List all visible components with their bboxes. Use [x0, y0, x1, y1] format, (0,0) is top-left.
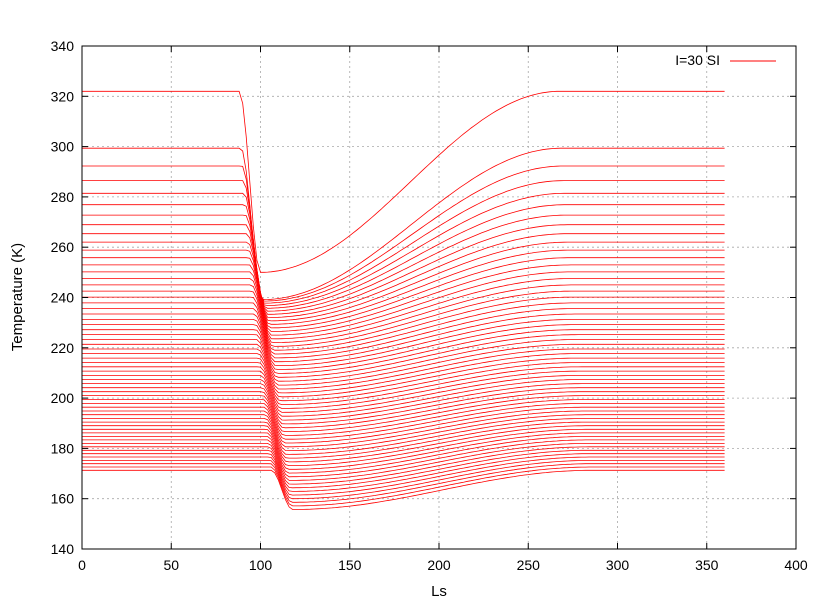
- x-tick-label: 50: [163, 557, 179, 573]
- x-tick-label: 300: [606, 557, 630, 573]
- temperature-curve: [82, 391, 725, 429]
- y-tick-label: 160: [51, 491, 75, 507]
- temperature-curve: [82, 339, 725, 382]
- temperature-curve: [82, 362, 725, 402]
- temperature-curve: [82, 204, 725, 309]
- temperature-curve: [82, 348, 725, 390]
- temperature-curve: [82, 284, 725, 344]
- temperature-curve: [82, 249, 725, 325]
- temperature-curve: [82, 257, 725, 329]
- temperature-curve: [82, 233, 725, 318]
- temperature-curve: [82, 241, 725, 322]
- temperature-curve: [82, 334, 725, 378]
- legend-label: I=30 SI: [675, 52, 720, 68]
- x-tick-label: 250: [517, 557, 541, 573]
- temperature-curve: [82, 214, 725, 312]
- temperature-curve: [82, 147, 725, 301]
- temperature-curve: [82, 313, 725, 363]
- y-tick-label: 200: [51, 390, 75, 406]
- temperature-curve: [82, 446, 725, 485]
- y-tick-label: 320: [51, 88, 75, 104]
- temperature-curve: [82, 329, 725, 374]
- y-tick-label: 240: [51, 290, 75, 306]
- temperature-curve: [82, 165, 725, 302]
- temperature-curve: [82, 410, 725, 448]
- temperature-curve: [82, 353, 725, 394]
- temperature-curve: [82, 180, 725, 304]
- temperature-curve: [82, 435, 725, 474]
- temperature-curve: [82, 357, 725, 398]
- temperature-curve: [82, 466, 725, 507]
- temperature-curve: [82, 414, 725, 452]
- y-tick-label: 340: [51, 38, 75, 54]
- y-tick-label: 140: [51, 541, 75, 557]
- temperature-curve: [82, 469, 725, 510]
- temperature-curves: [82, 90, 725, 510]
- temperature-curve: [82, 90, 725, 273]
- temperature-curve: [82, 406, 725, 444]
- temperature-curve: [82, 308, 725, 359]
- temperature-curve: [82, 296, 725, 351]
- y-tick-label: 280: [51, 189, 75, 205]
- temperature-curve: [82, 271, 725, 336]
- temperature-curve: [82, 442, 725, 481]
- temperature-curve: [82, 324, 725, 370]
- temperature-curve: [82, 402, 725, 440]
- temperature-curve: [82, 395, 725, 433]
- temperature-curve: [82, 343, 725, 386]
- x-tick-label: 150: [338, 557, 362, 573]
- temperature-curve: [82, 399, 725, 436]
- temperature-curve: [82, 302, 725, 355]
- temperature-curve: [82, 417, 725, 455]
- legend: I=30 SI: [675, 52, 776, 68]
- temperature-curve: [82, 387, 725, 425]
- x-tick-label: 200: [427, 557, 451, 573]
- temperature-curve: [82, 290, 725, 347]
- temperature-curve: [82, 425, 725, 463]
- temperature-curve: [82, 192, 725, 306]
- temperature-curve: [82, 421, 725, 459]
- x-tick-label: 350: [695, 557, 719, 573]
- temperature-curve: [82, 449, 725, 489]
- temperature-curve: [82, 459, 725, 500]
- x-tick-label: 400: [784, 557, 808, 573]
- temperature-curve: [82, 278, 725, 340]
- temperature-curve: [82, 463, 725, 503]
- temperature-curve: [82, 224, 725, 315]
- temperature-curve: [82, 318, 725, 367]
- y-tick-label: 180: [51, 440, 75, 456]
- axis-ticks: [81, 45, 797, 550]
- temperature-curve: [82, 439, 725, 478]
- temperature-curve: [82, 456, 725, 496]
- temperature-curve: [82, 264, 725, 332]
- temperature-curve: [82, 366, 725, 406]
- temperature-curve: [82, 383, 725, 421]
- temperature-curve: [82, 453, 725, 492]
- y-tick-label: 260: [51, 239, 75, 255]
- x-tick-labels: 0 50 100 150 200 250 300 350 400: [78, 557, 808, 573]
- temperature-curve: [82, 432, 725, 470]
- y-tick-label: 300: [51, 139, 75, 155]
- temperature-curve: [82, 370, 725, 409]
- x-axis-label: Ls: [431, 583, 447, 600]
- y-axis-label: Temperature (K): [9, 243, 26, 351]
- temperature-curve: [82, 379, 725, 417]
- temperature-curve: [82, 428, 725, 467]
- temperature-curve: [82, 374, 725, 413]
- y-tick-label: 220: [51, 340, 75, 356]
- x-tick-label: 0: [78, 557, 86, 573]
- x-tick-label: 100: [249, 557, 273, 573]
- y-tick-labels: 140 160 180 200 220 240 260 280 300 320 340: [51, 38, 75, 557]
